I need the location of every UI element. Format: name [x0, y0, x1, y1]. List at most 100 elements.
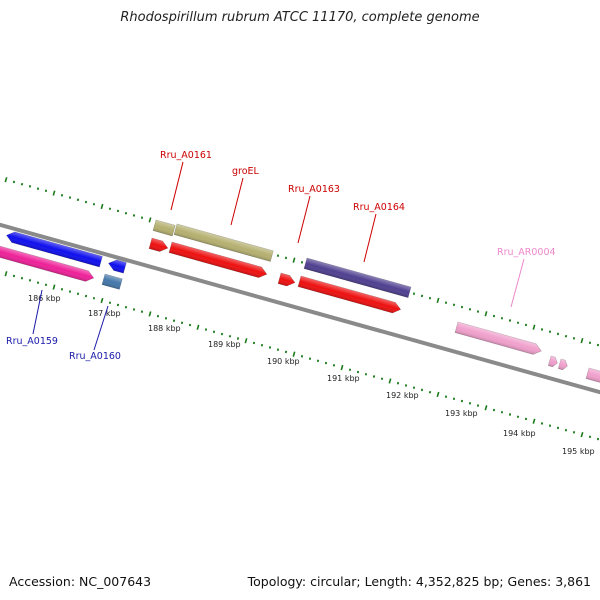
inner-tick: [68, 290, 72, 293]
outer-tick: [68, 196, 72, 199]
outer-tick: [460, 305, 464, 309]
outer-tick: [124, 211, 128, 215]
gene-label-rru-a0160[interactable]: Rru_A0160: [69, 351, 121, 362]
inner-tick: [404, 384, 408, 387]
inner-tick: [524, 417, 528, 421]
inner-tick: [316, 359, 320, 363]
outer-tick: [516, 321, 520, 325]
outer-tick: [476, 310, 480, 313]
inner-tick: [460, 399, 464, 403]
outer-tick: [596, 343, 600, 347]
outer-tick: [428, 296, 432, 300]
leader-line-groel: [230, 177, 244, 226]
inner-tick: [108, 301, 112, 305]
inner-tick: [396, 381, 400, 385]
inner-tick: [444, 395, 448, 398]
kbp-label: 186 kbp: [28, 294, 61, 303]
outer-tick: [276, 254, 280, 257]
inner-tick: [420, 388, 424, 392]
inner-tick: [260, 343, 264, 347]
genome-summary: Topology: circular; Length: 4,352,825 bp…: [247, 574, 591, 589]
outer-tick: [412, 292, 416, 295]
outer-tick: [4, 177, 8, 183]
kbp-scale-labels: 186 kbp 187 kbp 188 kbp 189 kbp 190 kbp 191 k…: [28, 294, 595, 456]
inner-tick: [244, 338, 248, 344]
outer-tick: [84, 200, 88, 204]
outer-tick: [588, 341, 592, 345]
inner-tick: [76, 292, 80, 296]
inner-tick: [572, 431, 576, 434]
inner-tick: [44, 283, 48, 287]
outer-tick: [548, 330, 552, 333]
inner-tick: [212, 330, 216, 334]
gene-rru-a0161[interactable]: [152, 219, 176, 237]
inner-tick: [252, 341, 256, 345]
gene-pink-small-1[interactable]: [547, 355, 558, 368]
inner-tick: [580, 431, 584, 438]
outer-tick: [76, 198, 80, 202]
inner-tick: [12, 274, 16, 278]
inner-tick: [340, 364, 344, 371]
inner-tick: [372, 375, 376, 378]
kbp-label: 191 kbp: [327, 374, 360, 383]
leader-line-rru-a0160: [93, 305, 109, 351]
leader-line-rru-a0159: [32, 289, 43, 335]
inner-tick: [52, 284, 56, 290]
gene-pink-edge[interactable]: [585, 367, 600, 388]
gene-label-rru-a0161[interactable]: Rru_A0161: [160, 150, 212, 161]
outer-tick: [28, 185, 32, 188]
gene-red-small-2[interactable]: [277, 272, 296, 288]
inner-tick: [452, 397, 456, 401]
inner-tick: [116, 303, 120, 307]
accession-label: Accession: NC_007643: [9, 574, 152, 589]
gene-label-rru-a0159[interactable]: Rru_A0159: [6, 336, 58, 347]
inner-tick: [468, 402, 472, 405]
inner-tick: [540, 422, 544, 425]
inner-tick: [292, 351, 296, 357]
gene-rru-a0160[interactable]: [101, 273, 123, 290]
inner-tick: [484, 405, 488, 411]
inner-tick: [4, 271, 8, 277]
inner-tick: [284, 350, 288, 354]
inner-tick: [548, 424, 552, 427]
gene-label-groel[interactable]: groEL: [232, 166, 260, 177]
gene-label-rru-a0164[interactable]: Rru_A0164: [353, 202, 405, 213]
outer-tick: [492, 314, 496, 318]
gene-pink-small-2[interactable]: [557, 358, 568, 371]
inner-tick: [132, 308, 136, 311]
inner-tick: [156, 314, 160, 318]
inner-tick: [196, 324, 200, 330]
inner-tick: [588, 435, 592, 439]
gene-label-rru-ar0004[interactable]: Rru_AR0004: [497, 247, 556, 258]
outer-tick: [100, 203, 104, 210]
kbp-label: 190 kbp: [267, 357, 300, 366]
kbp-label: 193 kbp: [445, 409, 478, 418]
inner-tick: [324, 361, 328, 365]
outer-tick: [580, 337, 584, 344]
inner-tick: [388, 378, 392, 384]
outer-tick: [116, 209, 120, 213]
kbp-label: 187 kbp: [88, 309, 121, 318]
inner-tick: [508, 413, 512, 416]
kbp-label: 192 kbp: [386, 391, 419, 400]
gene-label-rru-a0163[interactable]: Rru_A0163: [288, 184, 340, 195]
kbp-label: 189 kbp: [208, 340, 241, 349]
inner-tick: [204, 328, 208, 331]
inner-tick: [532, 418, 536, 424]
gene-red-small[interactable]: [148, 237, 169, 253]
outer-tick: [36, 187, 40, 190]
outer-tick: [420, 294, 424, 298]
inner-tick: [356, 370, 360, 374]
gene-rru-ar0004[interactable]: [454, 321, 543, 356]
inner-tick: [564, 428, 568, 432]
inner-tick: [436, 391, 440, 398]
inner-tick: [556, 426, 560, 430]
inner-tick: [364, 372, 368, 376]
outer-tick: [532, 324, 536, 330]
inner-tick: [164, 317, 168, 320]
inner-tick: [308, 357, 312, 360]
outer-tick: [92, 202, 96, 206]
outer-tick: [284, 256, 288, 260]
outer-tick: [12, 180, 16, 184]
